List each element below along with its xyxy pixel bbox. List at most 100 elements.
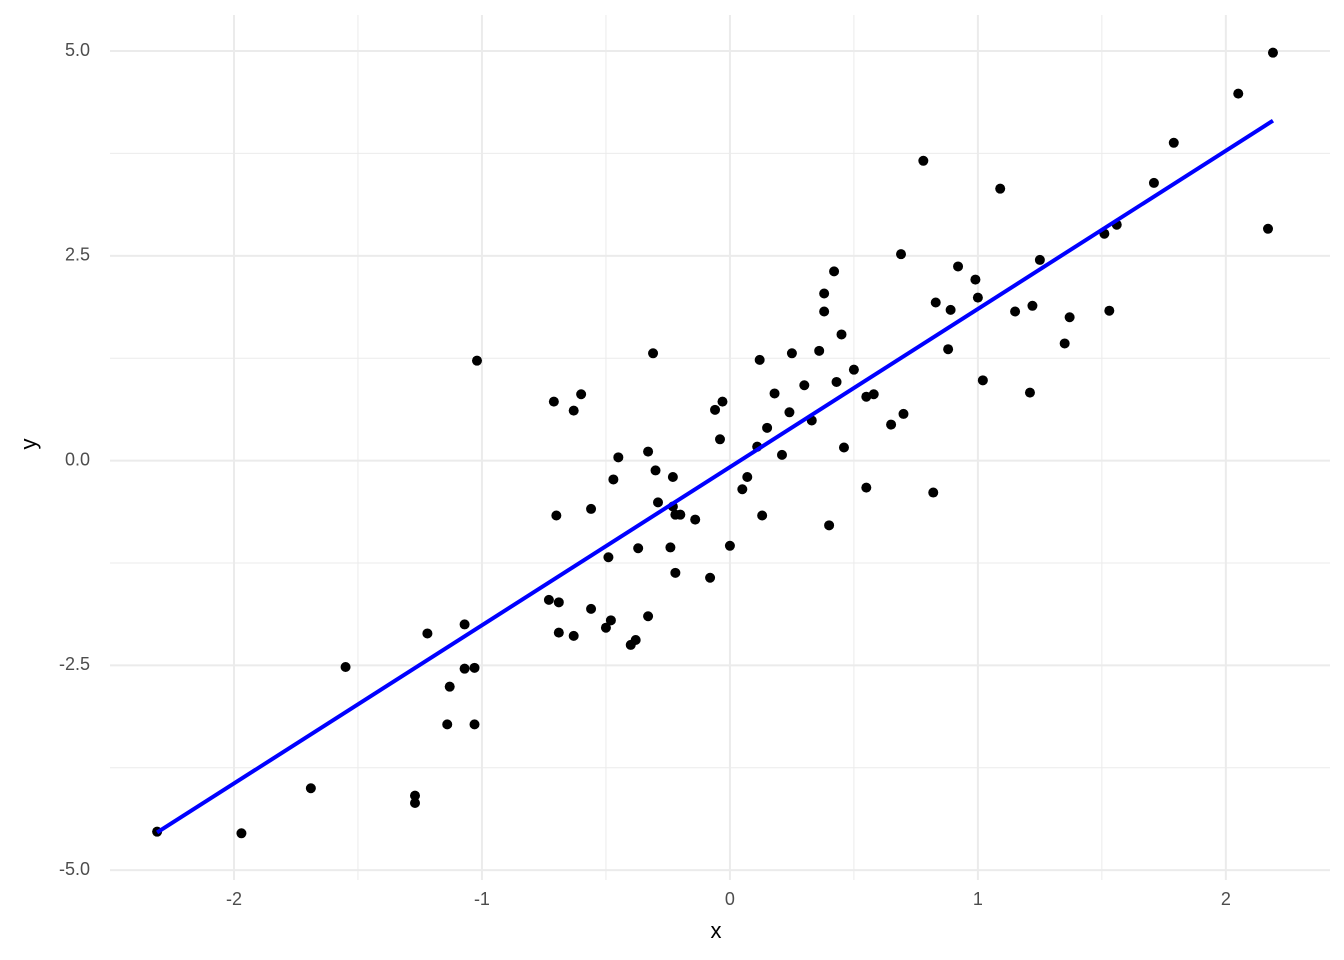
point (710, 404, 721, 415)
point (1267, 47, 1278, 58)
point (724, 540, 735, 551)
point (469, 662, 480, 673)
point (603, 552, 614, 563)
point (754, 354, 765, 365)
point (630, 634, 641, 645)
point (665, 542, 676, 553)
point (928, 487, 939, 498)
y-tick-label: -5.0 (59, 859, 90, 879)
y-tick-label: 0.0 (65, 449, 90, 469)
point (459, 663, 470, 674)
point (670, 567, 681, 578)
point (548, 396, 559, 407)
point (970, 274, 981, 285)
point (1034, 254, 1045, 265)
point (471, 355, 482, 366)
point (568, 405, 579, 416)
point (459, 619, 470, 630)
x-tick-label: -2 (226, 889, 242, 909)
point (814, 345, 825, 356)
point (829, 266, 840, 277)
point (586, 503, 597, 514)
point (675, 509, 686, 520)
point (1104, 305, 1115, 316)
point (918, 155, 929, 166)
point (896, 249, 907, 260)
point (943, 344, 954, 355)
point (838, 442, 849, 453)
point (553, 597, 564, 608)
y-tick-label: -2.5 (59, 654, 90, 674)
point (600, 622, 611, 633)
point (977, 375, 988, 386)
point (742, 471, 753, 482)
point (553, 627, 564, 638)
point (898, 408, 909, 419)
point (762, 422, 773, 433)
point (444, 681, 455, 692)
point (1027, 300, 1038, 311)
x-tick-label: -1 (474, 889, 490, 909)
point (586, 603, 597, 614)
point (776, 449, 787, 460)
point (868, 389, 879, 400)
point (305, 783, 316, 794)
point (568, 630, 579, 641)
point (690, 514, 701, 525)
point (824, 520, 835, 531)
point (1263, 223, 1274, 234)
point (236, 828, 247, 839)
point (945, 304, 956, 315)
point (633, 543, 644, 554)
point (648, 348, 659, 359)
point (469, 719, 480, 730)
point (819, 306, 830, 317)
point (972, 292, 983, 303)
point (340, 662, 351, 673)
point (543, 594, 554, 605)
point (995, 183, 1006, 194)
point (643, 611, 654, 622)
y-axis-title: y (16, 439, 41, 450)
point (930, 297, 941, 308)
point (836, 329, 847, 340)
point (769, 388, 780, 399)
y-tick-label: 5.0 (65, 40, 90, 60)
point (576, 389, 587, 400)
point (410, 790, 420, 801)
point (953, 261, 964, 272)
point (1024, 387, 1035, 398)
point (410, 798, 420, 809)
point (643, 446, 654, 457)
point (551, 510, 562, 521)
point (1059, 338, 1070, 349)
point (705, 572, 716, 583)
point (613, 452, 624, 463)
point (1233, 88, 1244, 99)
point (819, 288, 830, 299)
y-tick-label: 2.5 (65, 245, 90, 265)
point (861, 482, 872, 493)
point (737, 484, 748, 495)
point (1010, 306, 1021, 317)
point (1168, 137, 1179, 148)
fit-line (156, 118, 1275, 835)
x-tick-label: 2 (1221, 889, 1231, 909)
point (667, 471, 678, 482)
point (715, 434, 725, 445)
point (1064, 312, 1075, 323)
point (653, 497, 664, 508)
point (831, 376, 842, 387)
point (608, 474, 619, 485)
x-axis-title: x (711, 918, 722, 943)
point (799, 380, 810, 391)
point (605, 615, 616, 626)
point (422, 628, 433, 639)
point (650, 465, 661, 476)
point (784, 407, 795, 418)
point (886, 419, 897, 430)
grid (110, 15, 1330, 880)
point (786, 348, 797, 359)
point (1148, 177, 1159, 188)
